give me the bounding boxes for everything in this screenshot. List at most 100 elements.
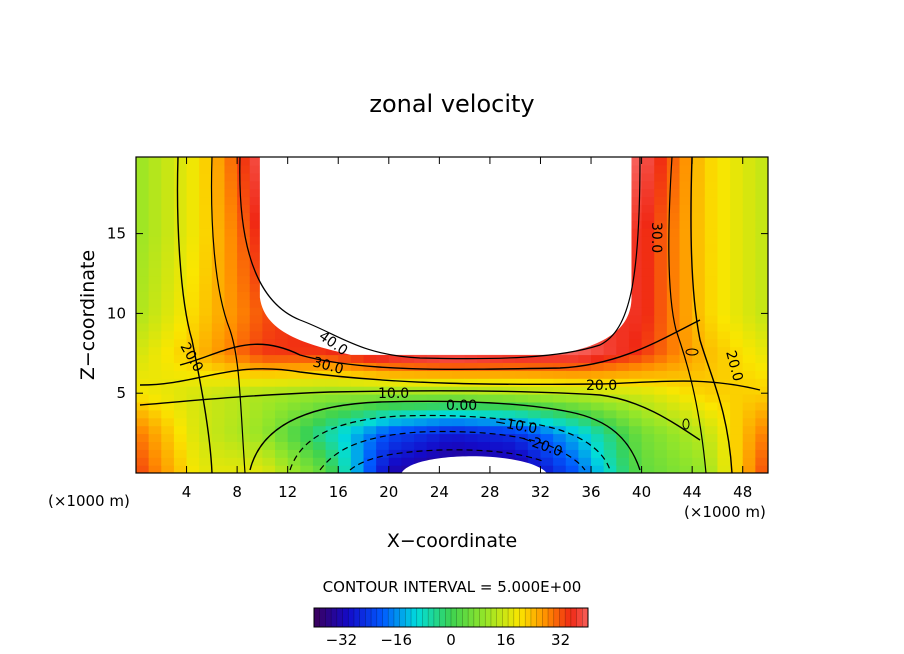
field-cell — [287, 394, 301, 403]
field-cell — [363, 465, 377, 473]
field-cell — [591, 386, 605, 395]
field-cell — [136, 259, 150, 269]
field-cell — [553, 417, 567, 427]
field-cell — [237, 354, 251, 363]
field-cell — [173, 180, 188, 190]
field-cell — [224, 370, 238, 379]
field-cell — [186, 283, 200, 292]
field-cell — [641, 457, 655, 466]
field-cell — [489, 378, 504, 387]
field-cell — [666, 433, 681, 442]
field-cell — [363, 441, 377, 450]
field-cell — [199, 228, 213, 237]
colorbar-swatch — [462, 608, 469, 627]
field-cell — [578, 401, 592, 411]
field-cell — [654, 409, 668, 419]
field-cell — [414, 394, 428, 403]
field-cell — [679, 204, 693, 213]
field-cell — [578, 433, 592, 442]
field-cell — [704, 259, 719, 269]
field-cell — [464, 362, 478, 371]
field-cell — [666, 330, 681, 340]
field-cell — [654, 212, 668, 221]
field-cell — [161, 267, 175, 277]
field-cell — [262, 457, 276, 466]
field-cell — [249, 243, 263, 253]
field-cell — [730, 299, 744, 308]
field-cell — [161, 243, 175, 253]
field-cell — [666, 164, 681, 174]
field-cell — [224, 409, 238, 419]
field-cell — [679, 449, 693, 458]
field-cell — [641, 354, 655, 363]
field-cell — [161, 441, 175, 450]
field-cell — [136, 441, 150, 450]
field-cell — [249, 346, 263, 356]
field-cell — [717, 220, 731, 229]
field-cell — [628, 283, 643, 292]
field-cell — [742, 425, 756, 435]
field-cell — [136, 236, 150, 245]
field-cell — [755, 188, 768, 198]
field-cell — [742, 180, 756, 190]
field-cell — [350, 370, 365, 379]
field-cell — [173, 465, 188, 473]
field-cell — [199, 220, 213, 229]
field-cell — [704, 283, 719, 292]
field-cell — [755, 330, 768, 340]
field-cell — [616, 457, 630, 466]
field-cell — [717, 236, 731, 245]
field-cell — [679, 425, 693, 435]
field-cell — [161, 315, 175, 324]
field-cell — [439, 401, 453, 411]
field-cell — [136, 433, 150, 442]
field-cell — [679, 291, 693, 300]
field-cell — [654, 188, 668, 198]
field-cell — [199, 330, 213, 340]
field-cell — [527, 362, 542, 371]
field-cell — [742, 465, 756, 473]
field-cell — [628, 220, 643, 229]
field-cell — [186, 441, 200, 450]
field-cell — [704, 409, 719, 419]
field-cell — [173, 243, 188, 253]
field-cell — [515, 370, 529, 379]
field-cell — [186, 433, 200, 442]
field-cell — [136, 291, 150, 300]
field-cell — [742, 394, 756, 403]
colorbar-swatch — [519, 608, 526, 627]
x-tick-label: 32 — [531, 483, 550, 501]
field-cell — [717, 299, 731, 308]
field-cell — [717, 417, 731, 427]
field-cell — [224, 275, 238, 284]
field-cell — [186, 354, 200, 363]
field-cell — [312, 386, 327, 395]
field-cell — [186, 172, 200, 182]
field-cell — [186, 425, 200, 435]
field-cell — [578, 457, 592, 466]
field-cell — [755, 394, 768, 403]
field-cell — [565, 441, 579, 450]
field-cell — [628, 299, 643, 308]
field-cell — [603, 433, 617, 442]
field-cell — [616, 417, 630, 427]
field-cell — [717, 188, 731, 198]
field-cell — [730, 212, 744, 221]
field-cell — [148, 307, 162, 316]
field-cell — [224, 401, 238, 411]
field-cell — [199, 172, 213, 182]
field-cell — [249, 409, 263, 419]
field-cell — [237, 370, 251, 379]
field-cell — [224, 251, 238, 261]
field-cell — [186, 417, 200, 427]
colorbar-swatch — [496, 608, 503, 627]
colorbar-swatch — [542, 608, 549, 627]
field-cell — [224, 417, 238, 427]
field-cell — [666, 251, 681, 261]
field-cell — [666, 204, 681, 213]
field-cell — [224, 425, 238, 435]
field-cell — [249, 251, 263, 261]
field-cell — [742, 409, 756, 419]
field-cell — [464, 425, 478, 435]
field-cell — [148, 212, 162, 221]
